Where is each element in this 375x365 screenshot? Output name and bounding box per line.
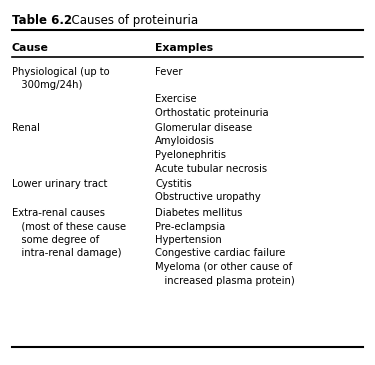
Text: Acute tubular necrosis: Acute tubular necrosis [155, 164, 267, 173]
Text: Pre-eclampsia: Pre-eclampsia [155, 222, 225, 231]
Text: Extra-renal causes: Extra-renal causes [12, 208, 105, 218]
Text: Orthostatic proteinuria: Orthostatic proteinuria [155, 108, 268, 118]
Text: some degree of: some degree of [12, 235, 99, 245]
Text: Hypertension: Hypertension [155, 235, 222, 245]
Text: Physiological (up to: Physiological (up to [12, 67, 110, 77]
Text: Glomerular disease: Glomerular disease [155, 123, 252, 133]
Text: increased plasma protein): increased plasma protein) [155, 276, 295, 285]
Text: (most of these cause: (most of these cause [12, 222, 126, 231]
Text: Obstructive uropathy: Obstructive uropathy [155, 192, 261, 203]
Text: Renal: Renal [12, 123, 40, 133]
Text: Pyelonephritis: Pyelonephritis [155, 150, 226, 160]
Text: Congestive cardiac failure: Congestive cardiac failure [155, 249, 285, 258]
Text: Fever: Fever [155, 67, 183, 77]
Text: Exercise: Exercise [155, 94, 196, 104]
Text: Lower urinary tract: Lower urinary tract [12, 179, 107, 189]
Text: Table 6.2: Table 6.2 [12, 14, 72, 27]
Text: Cause: Cause [12, 43, 49, 53]
Text: Examples: Examples [155, 43, 213, 53]
Text: Cystitis: Cystitis [155, 179, 192, 189]
Text: Causes of proteinuria: Causes of proteinuria [64, 14, 198, 27]
Text: 300mg/24h): 300mg/24h) [12, 81, 82, 91]
Text: Diabetes mellitus: Diabetes mellitus [155, 208, 242, 218]
Text: Myeloma (or other cause of: Myeloma (or other cause of [155, 262, 292, 272]
Text: intra-renal damage): intra-renal damage) [12, 249, 122, 258]
Text: Amyloidosis: Amyloidosis [155, 137, 215, 146]
